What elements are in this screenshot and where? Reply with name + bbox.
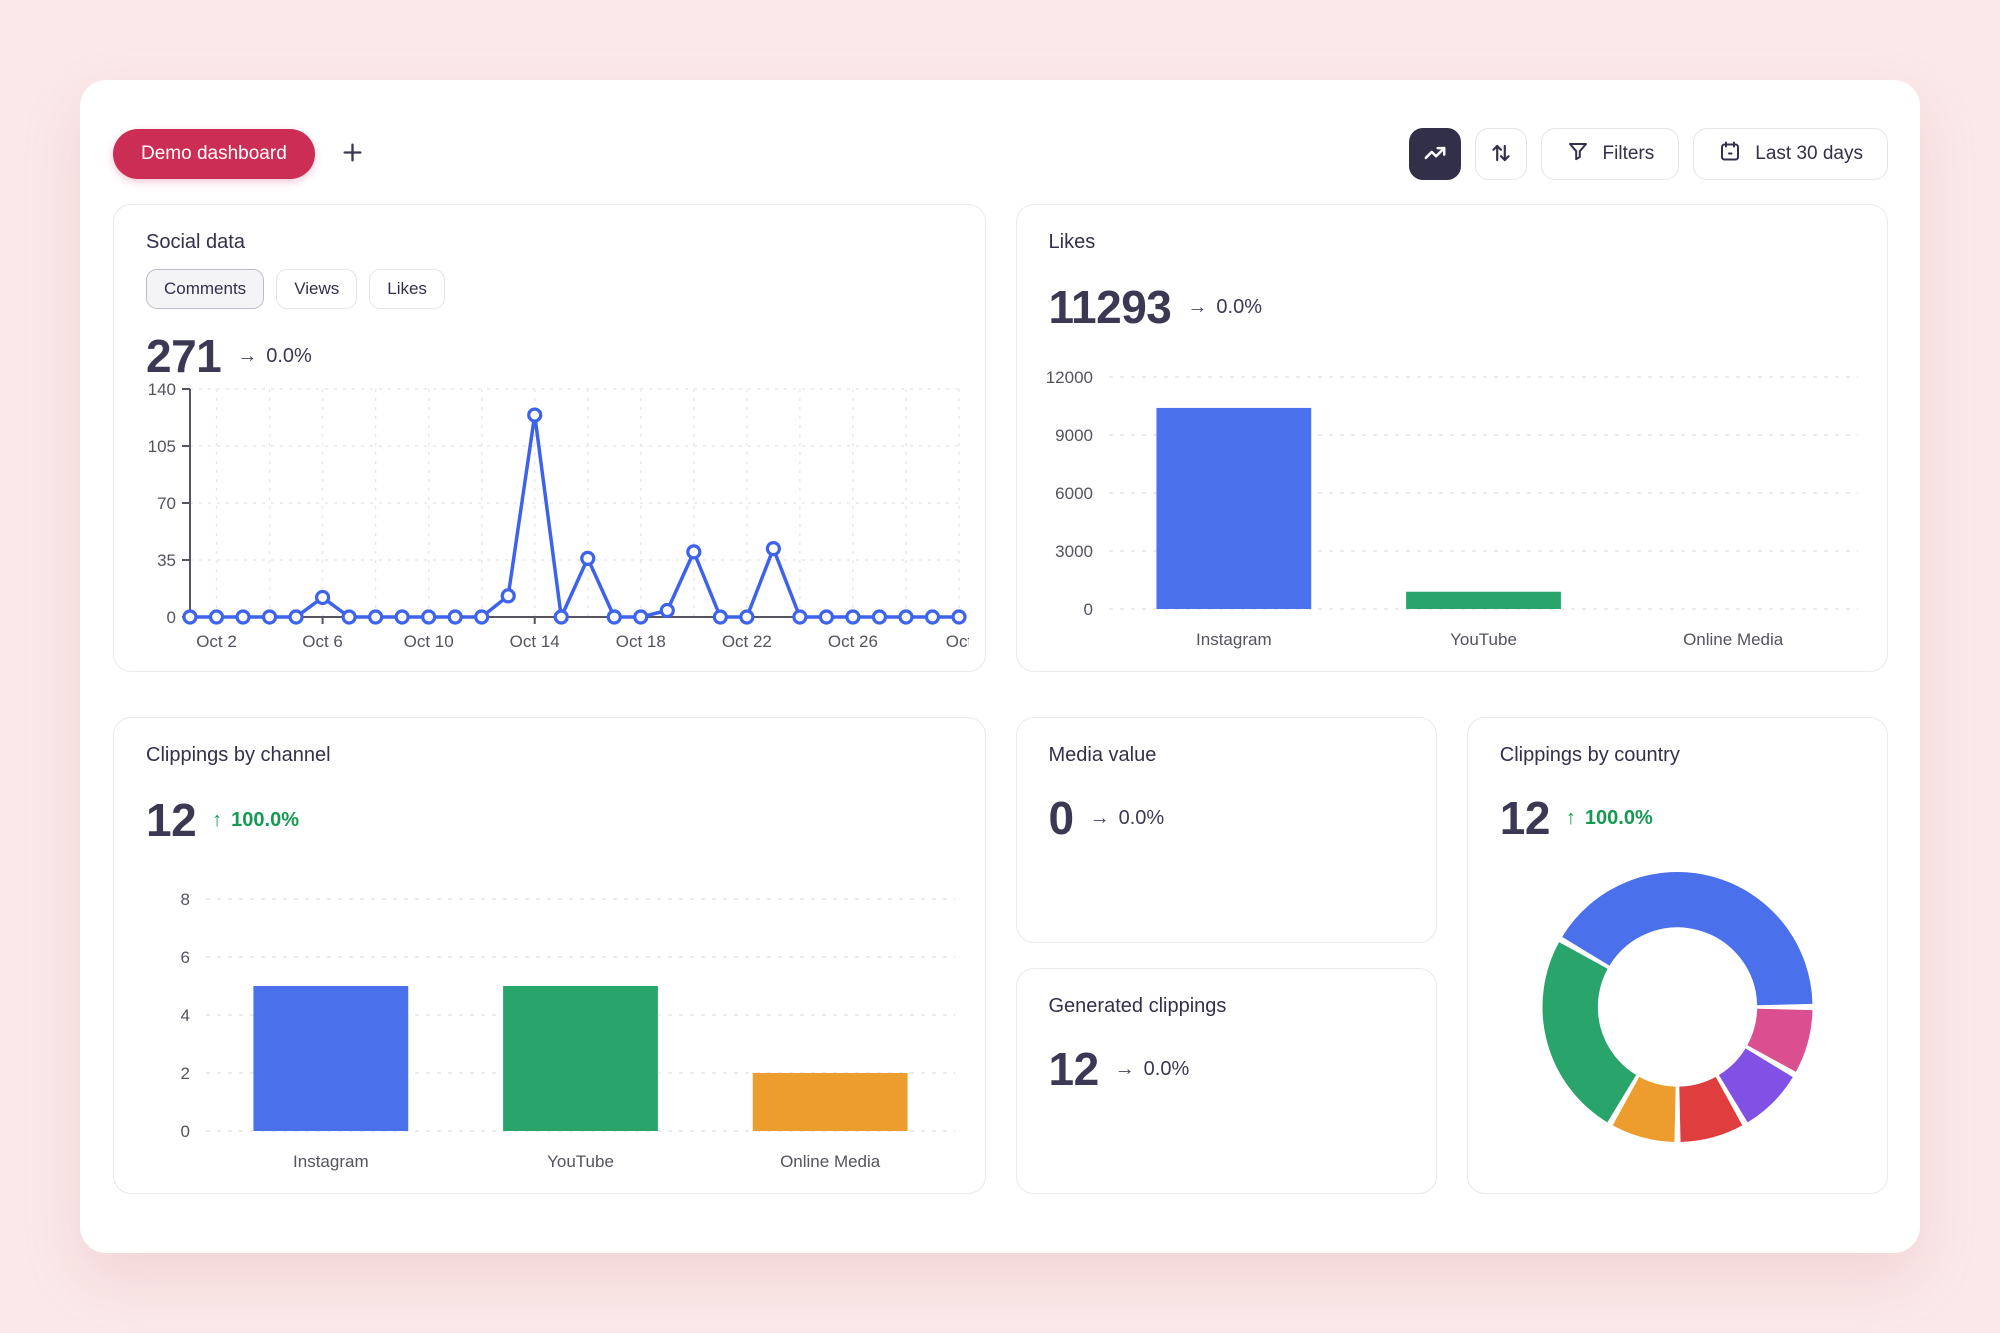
metric-value: 12 [1499, 792, 1551, 844]
svg-text:8: 8 [181, 890, 190, 909]
plus-icon [339, 139, 366, 169]
svg-text:Oct 2: Oct 2 [196, 632, 237, 651]
svg-text:105: 105 [148, 437, 176, 456]
svg-text:12000: 12000 [1045, 368, 1092, 387]
calendar-icon [1718, 139, 1742, 169]
svg-text:Oct 6: Oct 6 [302, 632, 343, 651]
likes-bar-chart: 0 3000 6000 9000 12000 Instagram YouTube Online… [1035, 365, 1872, 657]
social-data-line-chart: 0 35 70 105 140 Oct 2 Oct 6 Oct 10 Oct 14 Oct 18 O… [136, 375, 973, 657]
flat-arrow-icon: → [1089, 806, 1110, 829]
svg-text:Online Media: Online Media [780, 1152, 881, 1171]
card-title: Likes [1048, 231, 1096, 253]
svg-text:YouTube: YouTube [547, 1152, 614, 1171]
sort-arrows-icon [1488, 140, 1514, 169]
flat-arrow-icon: → [237, 344, 258, 367]
tab-likes[interactable]: Likes [369, 269, 445, 309]
metric-value: 12 [1048, 1043, 1100, 1095]
svg-text:Instagram: Instagram [293, 1152, 369, 1171]
trend-indicator: → 0.0% [237, 344, 312, 367]
add-dashboard-button[interactable] [339, 139, 366, 169]
svg-text:3000: 3000 [1055, 542, 1093, 561]
svg-text:Oct 14: Oct 14 [510, 632, 560, 651]
filter-funnel-icon [1566, 139, 1590, 169]
cards-grid: Social data Comments Views Likes 271 → 0.0… [113, 204, 1888, 1194]
clippings-by-country-card: Clippings by country 12 ↑ 100.0% [1466, 717, 1888, 1194]
media-value-card: Media value 0 → 0.0% [1015, 717, 1437, 943]
svg-text:Online Media: Online Media [1683, 630, 1784, 649]
clippings-by-country-donut-chart [1500, 869, 1855, 1145]
svg-text:6000: 6000 [1055, 484, 1093, 503]
card-title: Generated clippings [1048, 995, 1227, 1017]
dashboard-tab-demo[interactable]: Demo dashboard [113, 129, 315, 179]
svg-text:9000: 9000 [1055, 426, 1093, 445]
flat-arrow-icon: → [1114, 1057, 1135, 1080]
metric-value: 11293 [1048, 281, 1172, 333]
svg-text:70: 70 [157, 494, 176, 513]
social-data-card: Social data Comments Views Likes 271 → 0.0… [113, 204, 986, 672]
header-actions: Filters Last 30 days [1408, 128, 1888, 180]
filters-label: Filters [1602, 143, 1655, 164]
trend-indicator: ↑ 100.0% [212, 808, 300, 831]
svg-text:6: 6 [181, 948, 190, 967]
card-title: Social data [146, 231, 245, 253]
svg-text:0: 0 [167, 608, 176, 627]
generated-clippings-card: Generated clippings 12 → 0.0% [1015, 968, 1437, 1194]
dashboard-panel: Demo dashboard Filters [80, 80, 1920, 1253]
svg-text:YouTube: YouTube [1450, 630, 1517, 649]
trend-indicator: → 0.0% [1114, 1057, 1190, 1080]
svg-text:Oct 26: Oct 26 [828, 632, 878, 651]
trending-up-icon [1422, 140, 1448, 169]
likes-card: Likes 11293 → 0.0% 0 3000 6000 9000 12000 Ins… [1015, 204, 1888, 672]
svg-text:4: 4 [181, 1006, 190, 1025]
date-range-label: Last 30 days [1755, 143, 1863, 164]
metric-value: 12 [146, 794, 197, 846]
trend-indicator: ↑ 100.0% [1565, 806, 1653, 829]
svg-text:140: 140 [148, 380, 176, 399]
sort-button[interactable] [1474, 128, 1527, 180]
up-arrow-icon: ↑ [212, 808, 223, 831]
metric-value: 0 [1048, 792, 1075, 844]
svg-text:0: 0 [1083, 600, 1092, 619]
tab-comments[interactable]: Comments [146, 269, 265, 309]
filters-button[interactable]: Filters [1540, 128, 1680, 180]
clippings-by-channel-bar-chart: 0 2 4 6 8 Instagram YouTube Online Media [132, 887, 969, 1179]
trend-indicator: → 0.0% [1089, 806, 1165, 829]
tab-views[interactable]: Views [276, 269, 358, 309]
clippings-by-channel-card: Clippings by channel 12 ↑ 100.0% 0 2 4 6 8 In… [113, 717, 986, 1194]
card-title: Media value [1048, 744, 1157, 766]
header-bar: Demo dashboard Filters [113, 128, 1888, 180]
svg-text:Oct: Oct [946, 632, 969, 651]
metric-value: 271 [146, 330, 222, 382]
card-title: Clippings by country [1499, 744, 1680, 766]
up-arrow-icon: ↑ [1565, 806, 1576, 829]
svg-text:Instagram: Instagram [1196, 630, 1272, 649]
kpi-stack: Media value 0 → 0.0% Generated clippings… [1015, 717, 1437, 1194]
card-title: Clippings by channel [146, 744, 331, 766]
social-data-tabs: Comments Views Likes [146, 269, 953, 309]
svg-text:Oct 10: Oct 10 [404, 632, 454, 651]
svg-text:35: 35 [157, 551, 176, 570]
svg-text:0: 0 [181, 1122, 190, 1141]
trend-indicator: → 0.0% [1187, 295, 1262, 318]
svg-text:Oct 22: Oct 22 [722, 632, 772, 651]
date-range-button[interactable]: Last 30 days [1693, 128, 1888, 180]
flat-arrow-icon: → [1187, 295, 1208, 318]
chart-view-button[interactable] [1408, 128, 1461, 180]
svg-text:Oct 18: Oct 18 [616, 632, 666, 651]
svg-text:2: 2 [181, 1064, 190, 1083]
